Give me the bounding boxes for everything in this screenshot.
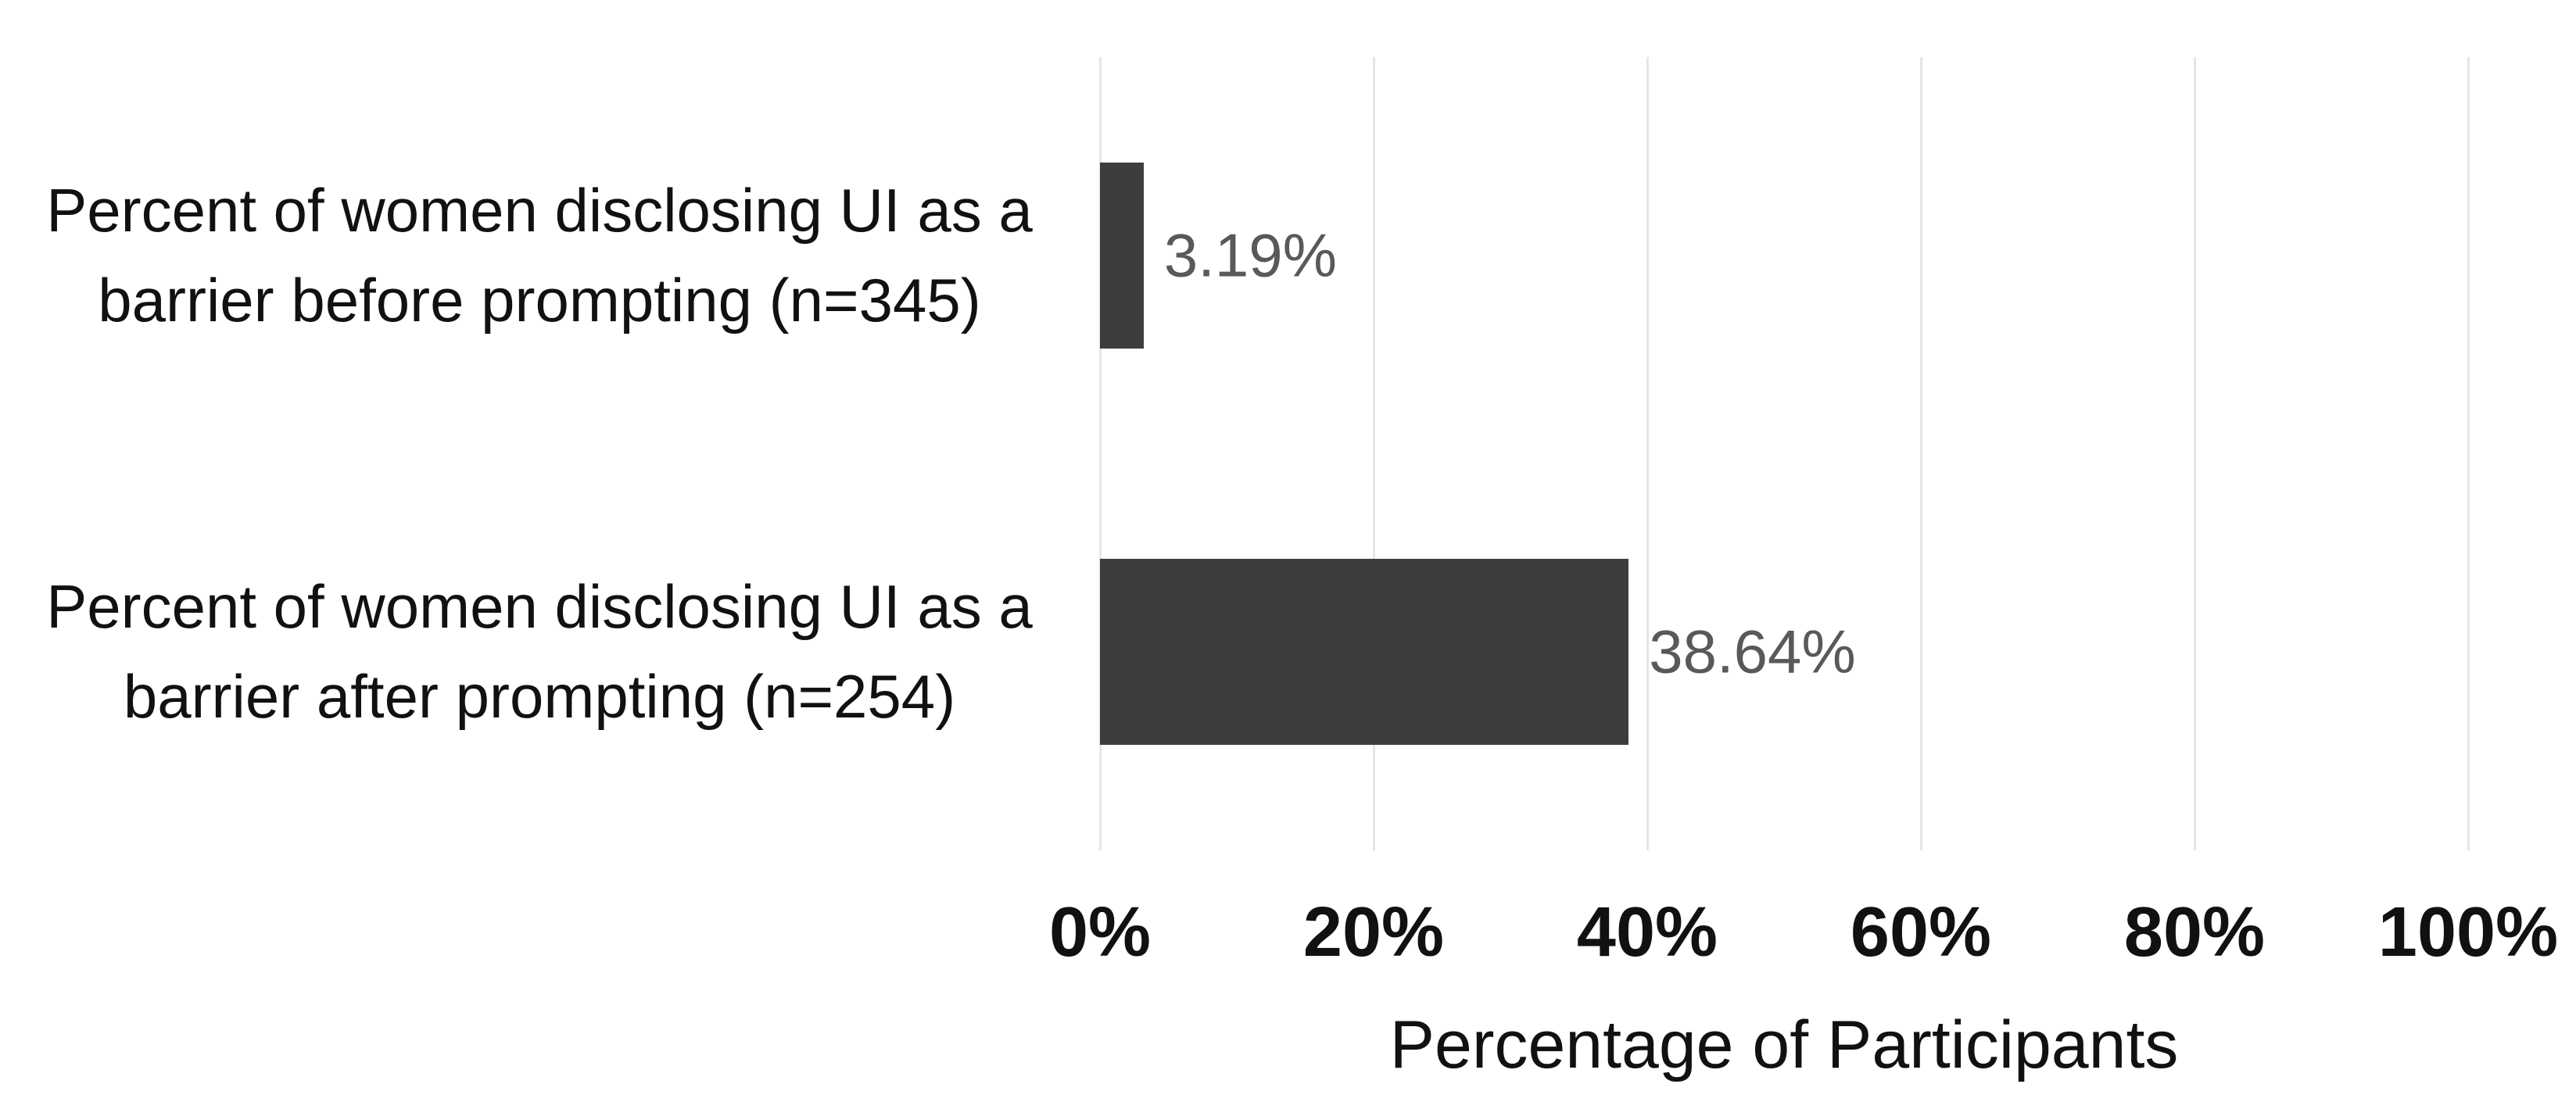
x-tick-label: 20% xyxy=(1302,893,1445,971)
plot-area xyxy=(1098,57,2470,850)
gridline-20% xyxy=(1372,57,1375,850)
gridline-40% xyxy=(1646,57,1649,850)
bar-value-label: 38.64% xyxy=(1649,617,1856,686)
category-label-line: Percent of women disclosing UI as a xyxy=(46,572,1033,642)
x-tick-label: 60% xyxy=(1850,893,1992,971)
category-label-line: barrier after prompting (n=254) xyxy=(123,662,956,732)
gridline-80% xyxy=(2193,57,2196,850)
gridline-0% xyxy=(1098,57,1102,850)
x-tick-label: 40% xyxy=(1576,893,1718,971)
x-tick-label: 100% xyxy=(2377,893,2559,971)
bar-1 xyxy=(1100,162,1144,349)
x-tick-label: 0% xyxy=(1048,893,1152,971)
gridline-60% xyxy=(1919,57,1922,850)
x-tick-label: 80% xyxy=(2123,893,2266,971)
category-label-line: Percent of women disclosing UI as a xyxy=(46,175,1033,245)
category-label-line: barrier before prompting (n=345) xyxy=(98,265,981,335)
gridline-100% xyxy=(2467,57,2470,850)
category-label: Percent of women disclosing UI as a barri… xyxy=(20,562,1059,742)
x-axis-title: Percentage of Participants xyxy=(1389,1007,2179,1082)
category-label: Percent of women disclosing UI as a barri… xyxy=(20,166,1059,345)
bar-value-label: 3.19% xyxy=(1163,220,1337,290)
bar-2 xyxy=(1100,559,1629,746)
